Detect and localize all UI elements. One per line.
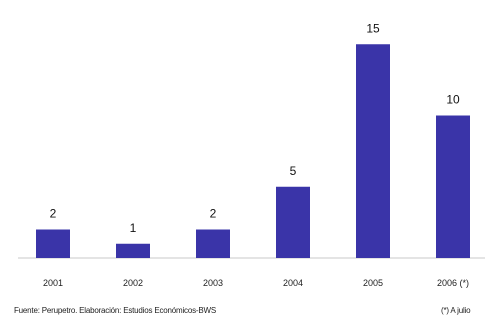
footnote: (*) A julio [441, 306, 471, 315]
data-label-2001: 2 [50, 207, 57, 221]
bar-2006 (*) [436, 115, 470, 258]
data-label-2005: 15 [366, 21, 380, 35]
bar-2005 [356, 44, 390, 258]
data-label-2006 (*): 10 [446, 93, 460, 107]
x-tick-label: 2004 [283, 278, 303, 288]
x-tick-label: 2005 [363, 278, 383, 288]
x-tick-label: 2003 [203, 278, 223, 288]
source-note: Fuente: Perupetro. Elaboración: Estudios… [14, 306, 216, 315]
x-tick-label: 2006 (*) [437, 278, 469, 288]
bar-2001 [36, 229, 70, 258]
x-tick-label: 2001 [43, 278, 63, 288]
data-label-2002: 1 [130, 221, 137, 235]
bar-2002 [116, 243, 150, 258]
bar-2003 [196, 229, 230, 258]
data-label-2003: 2 [210, 207, 217, 221]
bar-2004 [276, 186, 310, 258]
data-label-2004: 5 [290, 164, 297, 178]
x-tick-label: 2002 [123, 278, 143, 288]
